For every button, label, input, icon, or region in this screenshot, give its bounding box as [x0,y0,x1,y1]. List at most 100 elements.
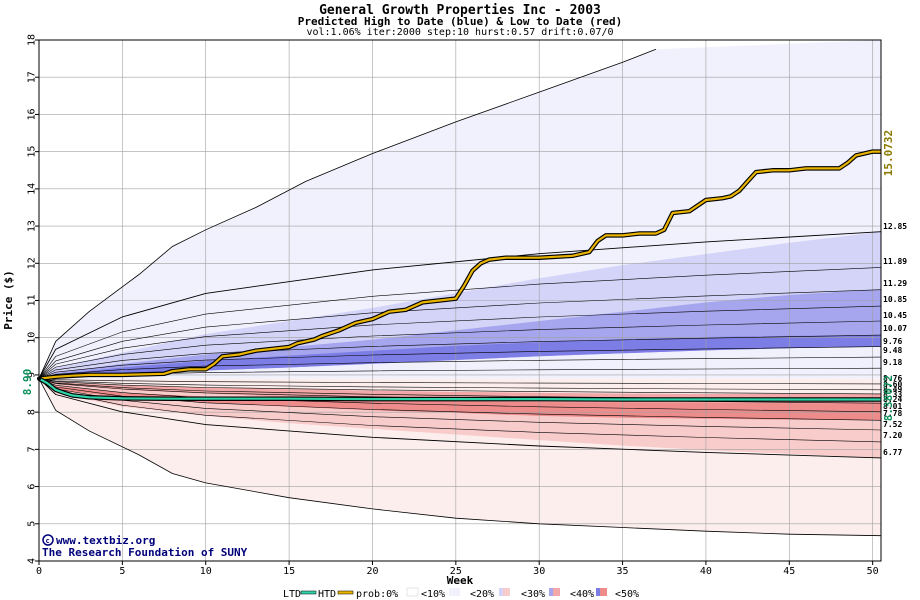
y-tick-label-4: 4 [27,558,38,564]
y-tick-label-7: 7 [27,446,38,452]
y-tick-label-15: 15 [27,146,38,158]
contour-line-2 [38,289,882,379]
end-label-7: 9.48 [883,346,902,355]
band-low-5 [39,378,881,421]
series-lines [37,149,881,402]
htd-end-label: 15.0732 [882,130,895,176]
contour-line-18 [38,378,882,459]
end-label-15: 7.78 [883,409,902,418]
end-label-6: 9.76 [883,337,902,346]
y-tick-label-16: 16 [27,108,38,120]
y-tick-label-14: 14 [27,183,38,195]
x-tick-label-10: 10 [200,566,212,577]
end-label-17: 7.20 [883,431,902,440]
x-tick-label-40: 40 [700,566,712,577]
x-tick-label-35: 35 [617,566,629,577]
band-high-0 [39,231,881,379]
chart-subtitle: Predicted High to Date (blue) & Low to D… [297,15,623,28]
contour-line-15 [38,378,882,421]
copyright-icon [42,534,54,546]
end-label-11: 8.49 [883,385,902,394]
legend-item-40: <40% [570,589,594,600]
series-ltd-line [38,377,881,401]
x-tick-label-25: 25 [450,566,462,577]
copyright-icon-glyph: c [46,537,50,545]
x-tick-label-45: 45 [783,566,795,577]
contour-line-5 [38,334,882,379]
legend-prob-label: prob:0% [356,589,398,600]
end-label-0: 12.85 [883,222,907,231]
contour-line-16 [38,378,882,431]
band-high-1 [39,289,881,379]
end-label-16: 7.52 [883,420,902,429]
contour-line-4 [38,320,882,379]
end-label-10: 8.60 [883,380,902,389]
watermark: c www.textbiz.org The Research Foundatio… [42,534,248,559]
end-label-18: 6.77 [883,448,902,457]
contour-line-9 [38,378,882,385]
start-price-label: 8.90 [21,369,34,396]
y-tick-label-17: 17 [27,71,38,83]
end-labels: 12.85 11.89 11.29 10.85 10.45 10.07 9.769.48 9.… [883,222,907,457]
legend-item-50: <50% [615,589,639,600]
y-tick-label-12: 12 [27,257,38,269]
legend-swatch-30-red [553,588,560,596]
x-tick-label-15: 15 [283,566,295,577]
end-label-2: 11.29 [883,279,907,288]
band-high-2 [39,335,881,379]
legend-item-30: <30% [521,589,545,600]
y-tick-label-18: 18 [27,34,38,46]
y-tick-label-11: 11 [27,294,38,306]
y-tick-label-13: 13 [27,220,38,232]
legend-item-10: <10% [421,589,445,600]
legend: LTD HTD prob:0% <10% <20% <30% <40% <50% [283,587,639,600]
end-label-3: 10.85 [883,295,907,304]
legend-htd-swatch [337,590,354,595]
end-label-13: 8.24 [883,395,902,404]
contour-line-1 [38,267,882,379]
y-tick-label-6: 6 [27,484,38,490]
contour-line-7 [38,356,882,379]
contour-line-11 [38,378,882,395]
legend-swatch-40-red [600,588,607,596]
envelope-lines [38,48,882,537]
y-axis-label: Price ($) [2,270,15,330]
watermark-url: www.textbiz.org [56,534,155,547]
legend-ltd-swatch [300,590,317,595]
x-axis-label: Week [447,574,474,587]
x-tick-label-20: 20 [366,566,378,577]
end-label-8: 9.18 [883,358,902,367]
contour-line-10 [38,378,882,391]
contour-line-0 [38,231,882,379]
y-tick-label-9: 9 [27,372,38,378]
chart-params: vol:1.06% iter:2000 step:10 hurst:0.57 d… [306,27,614,38]
y-tick-label-8: 8 [27,409,38,415]
legend-item-20: <20% [470,589,494,600]
end-label-1: 11.89 [883,257,907,266]
legend-htd-label: HTD [318,589,336,600]
watermark-org: The Research Foundation of SUNY [42,546,248,559]
lower-envelope-line [38,378,882,537]
ltd-end-label: 8.38072 [882,375,895,421]
end-label-5: 10.07 [883,324,907,333]
chart-title: General Growth Properties Inc - 2003 [319,3,601,18]
y-tick-label-10: 10 [27,332,38,344]
axis-ticks: 0 5 10 15 20 25 30 35 40 45 5045678910111213141516… [27,34,879,577]
legend-swatch-0 [406,587,419,597]
end-label-4: 10.45 [883,311,907,320]
x-tick-label-0: 0 [36,566,42,577]
legend-swatch-10 [449,588,460,596]
legend-ltd-label: LTD [283,589,301,600]
x-tick-label-30: 30 [533,566,545,577]
legend-swatch-20-red [503,588,510,596]
end-label-14: 8.01 [883,402,902,411]
upper-envelope-line [38,48,657,379]
x-tick-label-50: 50 [867,566,879,577]
contour-line-3 [38,305,882,379]
end-label-12: 8.33 [883,390,902,399]
end-label-9: 8.76 [883,374,902,383]
y-tick-label-5: 5 [27,521,38,527]
contour-line-6 [38,346,882,379]
series-htd-line [38,150,881,380]
